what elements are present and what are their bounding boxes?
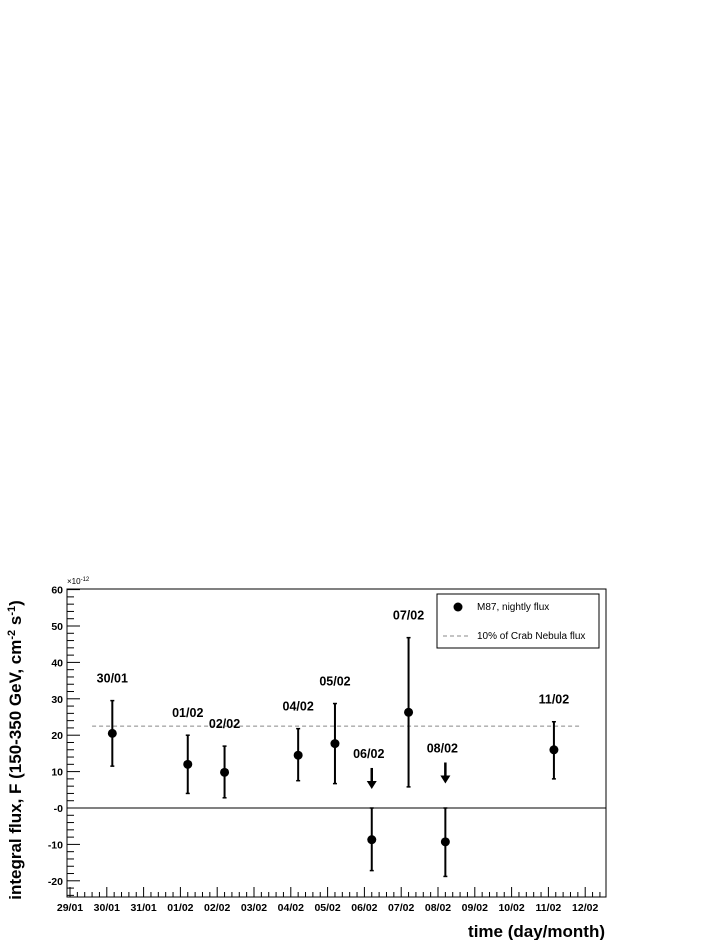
x-tick-label: 02/02	[204, 902, 230, 914]
legend-box	[436, 593, 600, 649]
plot-frame	[66, 588, 607, 898]
x-tick-label: 12/02	[572, 902, 598, 914]
point-date-label: 30/01	[97, 672, 128, 686]
y-tick-label: 30	[51, 694, 63, 706]
y-axis-title-part: integral flux, F (150-350 GeV, cm	[6, 640, 25, 900]
point-date-label: 05/02	[319, 675, 350, 689]
y-multiplier-base: ×10	[67, 577, 81, 586]
legend-label-flux: M87, nightly flux	[477, 602, 549, 613]
y-tick-label: 10	[51, 767, 63, 779]
y-axis-title: integral flux, F (150-350 GeV, cm-2 s-1)	[6, 600, 25, 900]
point-date-label: 02/02	[209, 717, 240, 731]
data-point	[440, 837, 450, 847]
x-tick-label: 10/02	[498, 902, 524, 914]
x-tick-label: 29/01	[57, 902, 83, 914]
upper-limit-arrowhead	[440, 775, 451, 784]
y-tick-label: 40	[51, 657, 63, 669]
upper-limit-date-label: 08/02	[427, 742, 458, 756]
x-tick-label: 08/02	[425, 902, 451, 914]
x-tick-label: 04/02	[278, 902, 304, 914]
upper-limit-arrowhead	[366, 780, 377, 789]
data-point	[404, 707, 414, 717]
y-tick-label: 50	[51, 621, 63, 633]
y-tick-label: -10	[48, 839, 63, 851]
y-tick-label: -0	[54, 803, 63, 815]
point-date-label: 07/02	[393, 609, 424, 623]
point-date-label: 01/02	[172, 706, 203, 720]
legend-label-crab: 10% of Crab Nebula flux	[477, 631, 585, 642]
y-multiplier-label: ×10-12	[67, 577, 90, 586]
data-point	[107, 728, 117, 738]
data-point	[293, 750, 303, 760]
upper-limit-date-label: 06/02	[353, 747, 384, 761]
y-tick-label: -20	[48, 876, 63, 888]
x-tick-label: 09/02	[462, 902, 488, 914]
data-point	[330, 739, 340, 749]
x-axis-title: time (day/month)	[468, 922, 605, 940]
data-point	[220, 767, 230, 777]
x-tick-label: 30/01	[94, 902, 120, 914]
x-tick-label: 31/01	[130, 902, 156, 914]
y-axis-title-part: -2	[6, 630, 18, 640]
point-date-label: 04/02	[283, 700, 314, 714]
y-axis-title-part: )	[6, 600, 25, 606]
legend-marker-point	[453, 602, 463, 612]
x-tick-label: 05/02	[314, 902, 340, 914]
x-tick-label: 06/02	[351, 902, 377, 914]
x-tick-label: 11/02	[536, 902, 562, 914]
y-axis-title-part: s	[6, 616, 25, 630]
data-point	[183, 759, 193, 769]
point-date-label: 11/02	[539, 693, 570, 707]
y-tick-label: 60	[51, 585, 63, 597]
x-tick-label: 07/02	[388, 902, 414, 914]
data-point	[549, 745, 559, 755]
x-tick-label: 01/02	[167, 902, 193, 914]
y-multiplier-exponent: -12	[81, 577, 90, 583]
x-tick-label: 03/02	[241, 902, 267, 914]
data-point	[367, 835, 377, 845]
y-axis-title-part: -1	[6, 606, 18, 616]
y-tick-label: 20	[51, 730, 63, 742]
